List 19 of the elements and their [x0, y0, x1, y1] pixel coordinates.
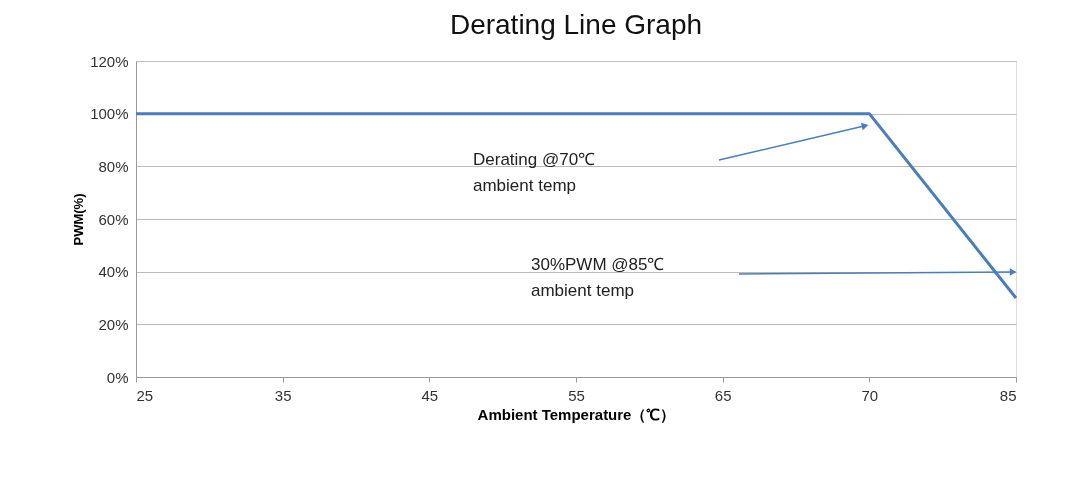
x-tick-label: 55	[568, 386, 585, 404]
x-tick-label: 35	[274, 386, 292, 404]
annotation: Derating @70℃ ambient temp	[473, 150, 596, 195]
chart-title: Derating Line Graph	[449, 9, 703, 40]
y-tick-label: 120%	[90, 52, 129, 70]
y-tick-label: 60%	[98, 210, 129, 228]
y-tick-label: 0%	[106, 368, 129, 386]
y-tick-label: 80%	[98, 157, 129, 175]
x-tick-label: 45	[421, 386, 439, 404]
x-axis-title: Ambient Temperature（℃）	[477, 405, 676, 423]
x-tick-label: 85	[999, 386, 1017, 404]
x-tick-label: 65	[714, 386, 732, 404]
y-tick-label: 100%	[90, 105, 129, 123]
x-tick-label: 25	[136, 386, 154, 404]
y-tick-label: 40%	[98, 263, 129, 281]
y-tick-label: 20%	[98, 315, 129, 333]
x-tick-label: 70	[861, 386, 879, 404]
annotation: 30%PWM @85℃ ambient temp	[531, 255, 665, 300]
y-axis-title: PWM(%)	[71, 193, 87, 246]
